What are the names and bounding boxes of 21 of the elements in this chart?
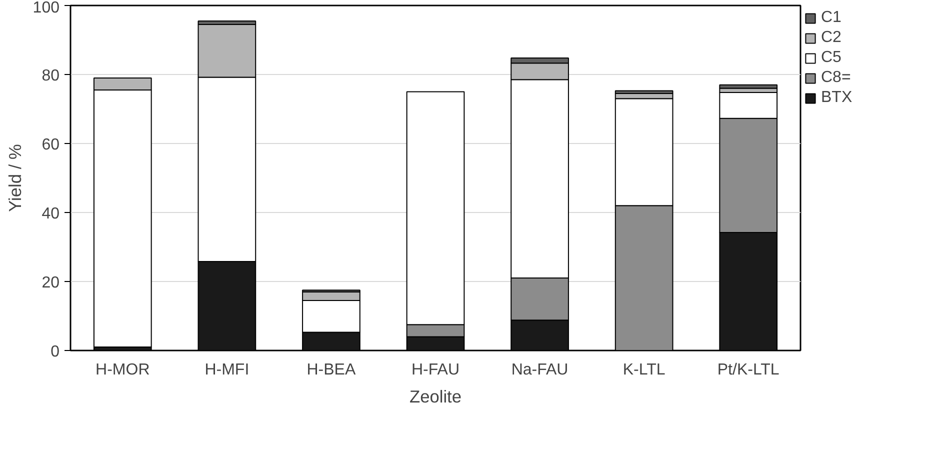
legend-label: C1 (821, 9, 842, 27)
legend-label: C8= (821, 69, 851, 87)
y-tick-label: 20 (42, 274, 60, 292)
x-tick-label: H-MOR (96, 362, 150, 378)
x-tick-label: K-LTL (622, 362, 666, 378)
y-tick-label: 40 (42, 206, 60, 222)
x-tick-label: H-BEA (306, 362, 356, 378)
y-tick-label: 60 (42, 136, 60, 154)
x-tick-label: H-FAU (412, 362, 460, 378)
bar (719, 84, 778, 89)
y-axis-title: Yield / % (4, 144, 25, 212)
x-tick-label: Pt/K-LTL (717, 362, 780, 378)
y-tick-label: 0 (50, 344, 60, 360)
legend-label: C2 (821, 29, 842, 47)
legend-label: BTX (821, 89, 852, 107)
y-tick-label: 100 (32, 0, 60, 16)
legend-label: C5 (821, 49, 842, 67)
y-tick-label: 80 (42, 68, 60, 84)
x-tick-label: Na-FAU (511, 362, 568, 378)
x-tick-label: H-MFI (204, 362, 250, 378)
x-axis-title: Zeolite (409, 386, 462, 406)
